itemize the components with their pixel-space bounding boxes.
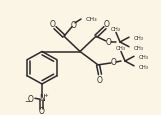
Text: O: O bbox=[97, 75, 103, 84]
Text: CH₃: CH₃ bbox=[139, 65, 149, 70]
Text: CH₃: CH₃ bbox=[111, 27, 121, 32]
Text: O: O bbox=[111, 57, 117, 66]
Text: CH₃: CH₃ bbox=[134, 46, 144, 51]
Text: O: O bbox=[39, 106, 45, 115]
Text: O: O bbox=[50, 20, 56, 29]
Text: CH₃: CH₃ bbox=[139, 54, 149, 59]
Text: CH₃: CH₃ bbox=[86, 16, 98, 21]
Text: CH₃: CH₃ bbox=[116, 46, 126, 51]
Text: CH₃: CH₃ bbox=[134, 35, 144, 40]
Text: −: − bbox=[24, 98, 30, 104]
Text: O: O bbox=[71, 21, 77, 30]
Text: O: O bbox=[106, 37, 112, 46]
Text: +: + bbox=[43, 92, 48, 97]
Text: O: O bbox=[28, 94, 34, 103]
Text: O: O bbox=[104, 20, 110, 29]
Text: N: N bbox=[39, 93, 45, 102]
